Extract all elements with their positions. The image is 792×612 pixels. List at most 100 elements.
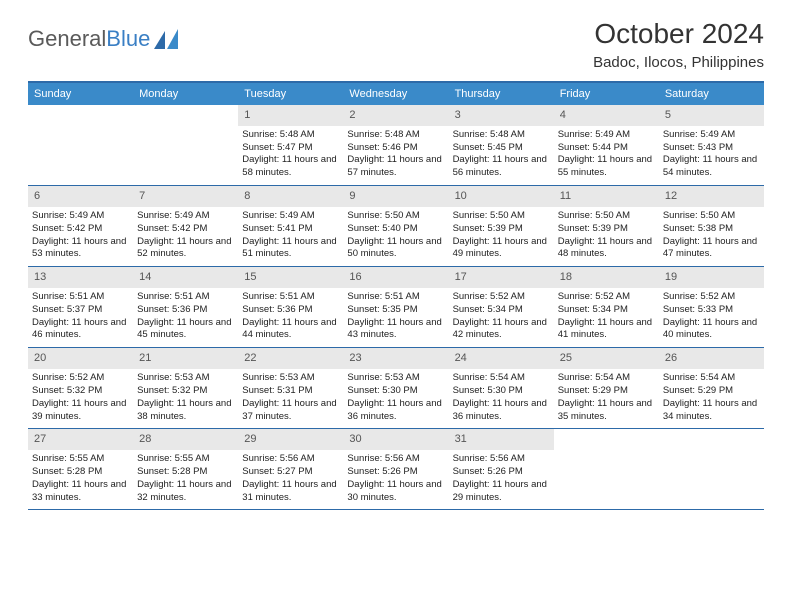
day-number: 7: [133, 186, 238, 207]
empty-cell: 0: [133, 105, 238, 185]
day-cell: 5Sunrise: 5:49 AMSunset: 5:43 PMDaylight…: [659, 105, 764, 185]
sunrise-text: Sunrise: 5:50 AM: [558, 210, 655, 223]
day-number: 23: [343, 348, 448, 369]
day-number: 4: [554, 105, 659, 126]
day-body: Sunrise: 5:53 AMSunset: 5:30 PMDaylight:…: [343, 369, 448, 428]
location: Badoc, Ilocos, Philippines: [593, 54, 764, 71]
daylight-text: Daylight: 11 hours and 55 minutes.: [558, 154, 655, 180]
day-body: Sunrise: 5:48 AMSunset: 5:46 PMDaylight:…: [343, 126, 448, 185]
day-cell: 20Sunrise: 5:52 AMSunset: 5:32 PMDayligh…: [28, 348, 133, 428]
sunrise-text: Sunrise: 5:51 AM: [347, 291, 444, 304]
sunrise-text: Sunrise: 5:54 AM: [558, 372, 655, 385]
day-cell: 4Sunrise: 5:49 AMSunset: 5:44 PMDaylight…: [554, 105, 659, 185]
day-number: 30: [343, 429, 448, 450]
daylight-text: Daylight: 11 hours and 44 minutes.: [242, 317, 339, 343]
weekday-header: Tuesday: [238, 83, 343, 105]
day-body: Sunrise: 5:49 AMSunset: 5:43 PMDaylight:…: [659, 126, 764, 185]
day-body: Sunrise: 5:55 AMSunset: 5:28 PMDaylight:…: [28, 450, 133, 509]
sunrise-text: Sunrise: 5:54 AM: [453, 372, 550, 385]
sunset-text: Sunset: 5:45 PM: [453, 142, 550, 155]
week-row: 20Sunrise: 5:52 AMSunset: 5:32 PMDayligh…: [28, 348, 764, 429]
day-body: Sunrise: 5:50 AMSunset: 5:39 PMDaylight:…: [554, 207, 659, 266]
weekday-header: Thursday: [449, 83, 554, 105]
day-number: 18: [554, 267, 659, 288]
day-number: 2: [343, 105, 448, 126]
sunset-text: Sunset: 5:28 PM: [32, 466, 129, 479]
sunset-text: Sunset: 5:32 PM: [32, 385, 129, 398]
day-number: 11: [554, 186, 659, 207]
sunrise-text: Sunrise: 5:54 AM: [663, 372, 760, 385]
sunset-text: Sunset: 5:39 PM: [558, 223, 655, 236]
sunrise-text: Sunrise: 5:53 AM: [242, 372, 339, 385]
day-cell: 18Sunrise: 5:52 AMSunset: 5:34 PMDayligh…: [554, 267, 659, 347]
daylight-text: Daylight: 11 hours and 34 minutes.: [663, 398, 760, 424]
day-number: 14: [133, 267, 238, 288]
sunset-text: Sunset: 5:44 PM: [558, 142, 655, 155]
day-number: 25: [554, 348, 659, 369]
daylight-text: Daylight: 11 hours and 37 minutes.: [242, 398, 339, 424]
day-body: Sunrise: 5:52 AMSunset: 5:34 PMDaylight:…: [449, 288, 554, 347]
day-body: Sunrise: 5:56 AMSunset: 5:26 PMDaylight:…: [449, 450, 554, 509]
day-number: 12: [659, 186, 764, 207]
day-number: 26: [659, 348, 764, 369]
sunrise-text: Sunrise: 5:53 AM: [347, 372, 444, 385]
daylight-text: Daylight: 11 hours and 32 minutes.: [137, 479, 234, 505]
header: GeneralBlue October 2024 Badoc, Ilocos, …: [28, 18, 764, 71]
day-body: Sunrise: 5:48 AMSunset: 5:47 PMDaylight:…: [238, 126, 343, 185]
sunset-text: Sunset: 5:29 PM: [558, 385, 655, 398]
sunrise-text: Sunrise: 5:56 AM: [453, 453, 550, 466]
sunset-text: Sunset: 5:26 PM: [347, 466, 444, 479]
daylight-text: Daylight: 11 hours and 57 minutes.: [347, 154, 444, 180]
daylight-text: Daylight: 11 hours and 54 minutes.: [663, 154, 760, 180]
sunset-text: Sunset: 5:42 PM: [32, 223, 129, 236]
sunset-text: Sunset: 5:42 PM: [137, 223, 234, 236]
sunrise-text: Sunrise: 5:48 AM: [453, 129, 550, 142]
day-body: Sunrise: 5:50 AMSunset: 5:38 PMDaylight:…: [659, 207, 764, 266]
weekday-header-row: SundayMondayTuesdayWednesdayThursdayFrid…: [28, 83, 764, 105]
day-number: 15: [238, 267, 343, 288]
daylight-text: Daylight: 11 hours and 43 minutes.: [347, 317, 444, 343]
day-body: Sunrise: 5:49 AMSunset: 5:42 PMDaylight:…: [28, 207, 133, 266]
sunset-text: Sunset: 5:36 PM: [242, 304, 339, 317]
empty-cell: 0: [554, 429, 659, 509]
calendar: SundayMondayTuesdayWednesdayThursdayFrid…: [28, 81, 764, 510]
sunset-text: Sunset: 5:36 PM: [137, 304, 234, 317]
daylight-text: Daylight: 11 hours and 29 minutes.: [453, 479, 550, 505]
weekday-header: Monday: [133, 83, 238, 105]
sunrise-text: Sunrise: 5:51 AM: [242, 291, 339, 304]
daylight-text: Daylight: 11 hours and 50 minutes.: [347, 236, 444, 262]
daylight-text: Daylight: 11 hours and 53 minutes.: [32, 236, 129, 262]
sunrise-text: Sunrise: 5:51 AM: [137, 291, 234, 304]
day-number: 17: [449, 267, 554, 288]
daylight-text: Daylight: 11 hours and 36 minutes.: [347, 398, 444, 424]
day-cell: 2Sunrise: 5:48 AMSunset: 5:46 PMDaylight…: [343, 105, 448, 185]
sunset-text: Sunset: 5:46 PM: [347, 142, 444, 155]
day-cell: 27Sunrise: 5:55 AMSunset: 5:28 PMDayligh…: [28, 429, 133, 509]
daylight-text: Daylight: 11 hours and 45 minutes.: [137, 317, 234, 343]
day-cell: 26Sunrise: 5:54 AMSunset: 5:29 PMDayligh…: [659, 348, 764, 428]
sunset-text: Sunset: 5:31 PM: [242, 385, 339, 398]
day-cell: 16Sunrise: 5:51 AMSunset: 5:35 PMDayligh…: [343, 267, 448, 347]
sunrise-text: Sunrise: 5:50 AM: [663, 210, 760, 223]
day-cell: 17Sunrise: 5:52 AMSunset: 5:34 PMDayligh…: [449, 267, 554, 347]
day-body: Sunrise: 5:55 AMSunset: 5:28 PMDaylight:…: [133, 450, 238, 509]
day-body: Sunrise: 5:52 AMSunset: 5:33 PMDaylight:…: [659, 288, 764, 347]
sunrise-text: Sunrise: 5:55 AM: [137, 453, 234, 466]
day-body: Sunrise: 5:51 AMSunset: 5:37 PMDaylight:…: [28, 288, 133, 347]
week-row: 13Sunrise: 5:51 AMSunset: 5:37 PMDayligh…: [28, 267, 764, 348]
day-body: Sunrise: 5:51 AMSunset: 5:35 PMDaylight:…: [343, 288, 448, 347]
daylight-text: Daylight: 11 hours and 47 minutes.: [663, 236, 760, 262]
day-number: 29: [238, 429, 343, 450]
sunrise-text: Sunrise: 5:52 AM: [558, 291, 655, 304]
day-number: 5: [659, 105, 764, 126]
day-cell: 3Sunrise: 5:48 AMSunset: 5:45 PMDaylight…: [449, 105, 554, 185]
sunrise-text: Sunrise: 5:49 AM: [137, 210, 234, 223]
sunset-text: Sunset: 5:34 PM: [453, 304, 550, 317]
sunset-text: Sunset: 5:47 PM: [242, 142, 339, 155]
daylight-text: Daylight: 11 hours and 52 minutes.: [137, 236, 234, 262]
daylight-text: Daylight: 11 hours and 30 minutes.: [347, 479, 444, 505]
sunset-text: Sunset: 5:39 PM: [453, 223, 550, 236]
daylight-text: Daylight: 11 hours and 58 minutes.: [242, 154, 339, 180]
day-number: 13: [28, 267, 133, 288]
logo-sail-icon: [154, 29, 180, 49]
